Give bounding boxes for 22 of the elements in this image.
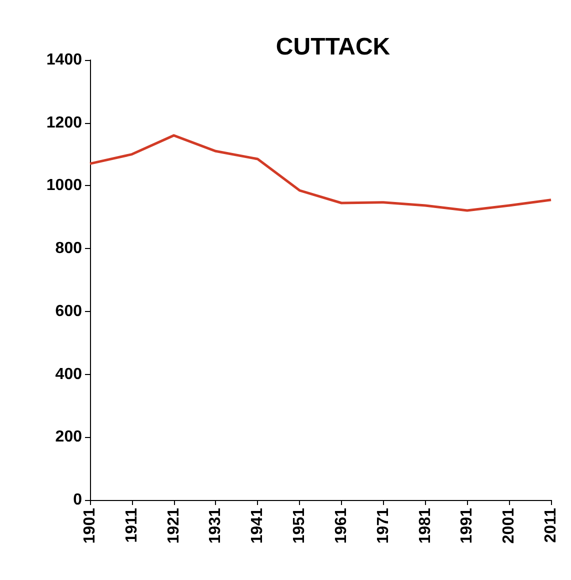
y-tick-label: 600 [55, 302, 82, 320]
y-tick-label: 1000 [46, 177, 82, 194]
x-tick-label: 1981 [416, 508, 434, 544]
x-tick-label: 1961 [332, 508, 350, 544]
y-tick-label: 0 [73, 492, 82, 508]
x-tick-label: 1951 [291, 508, 308, 544]
y-tick-label: 1400 [46, 52, 82, 68]
chart-title: CUTTACK [276, 34, 391, 60]
x-tick-label: 1921 [165, 508, 182, 544]
y-tick-label: 400 [55, 366, 82, 383]
x-tick-label: 1901 [82, 508, 98, 544]
x-tick-label: 1931 [207, 508, 224, 544]
x-tick-label: 2011 [542, 508, 560, 543]
x-tick-label: 1911 [123, 508, 140, 543]
y-tick-label: 200 [55, 428, 82, 446]
x-tick-label: 1971 [374, 508, 392, 544]
line-series [88, 134, 552, 212]
y-tick-label: 800 [55, 240, 82, 258]
x-tick-label: 1941 [249, 508, 266, 544]
x-tick-label: 1991 [458, 508, 476, 544]
x-tick-label: 2001 [500, 508, 518, 544]
y-tick-label: 1200 [46, 114, 82, 132]
